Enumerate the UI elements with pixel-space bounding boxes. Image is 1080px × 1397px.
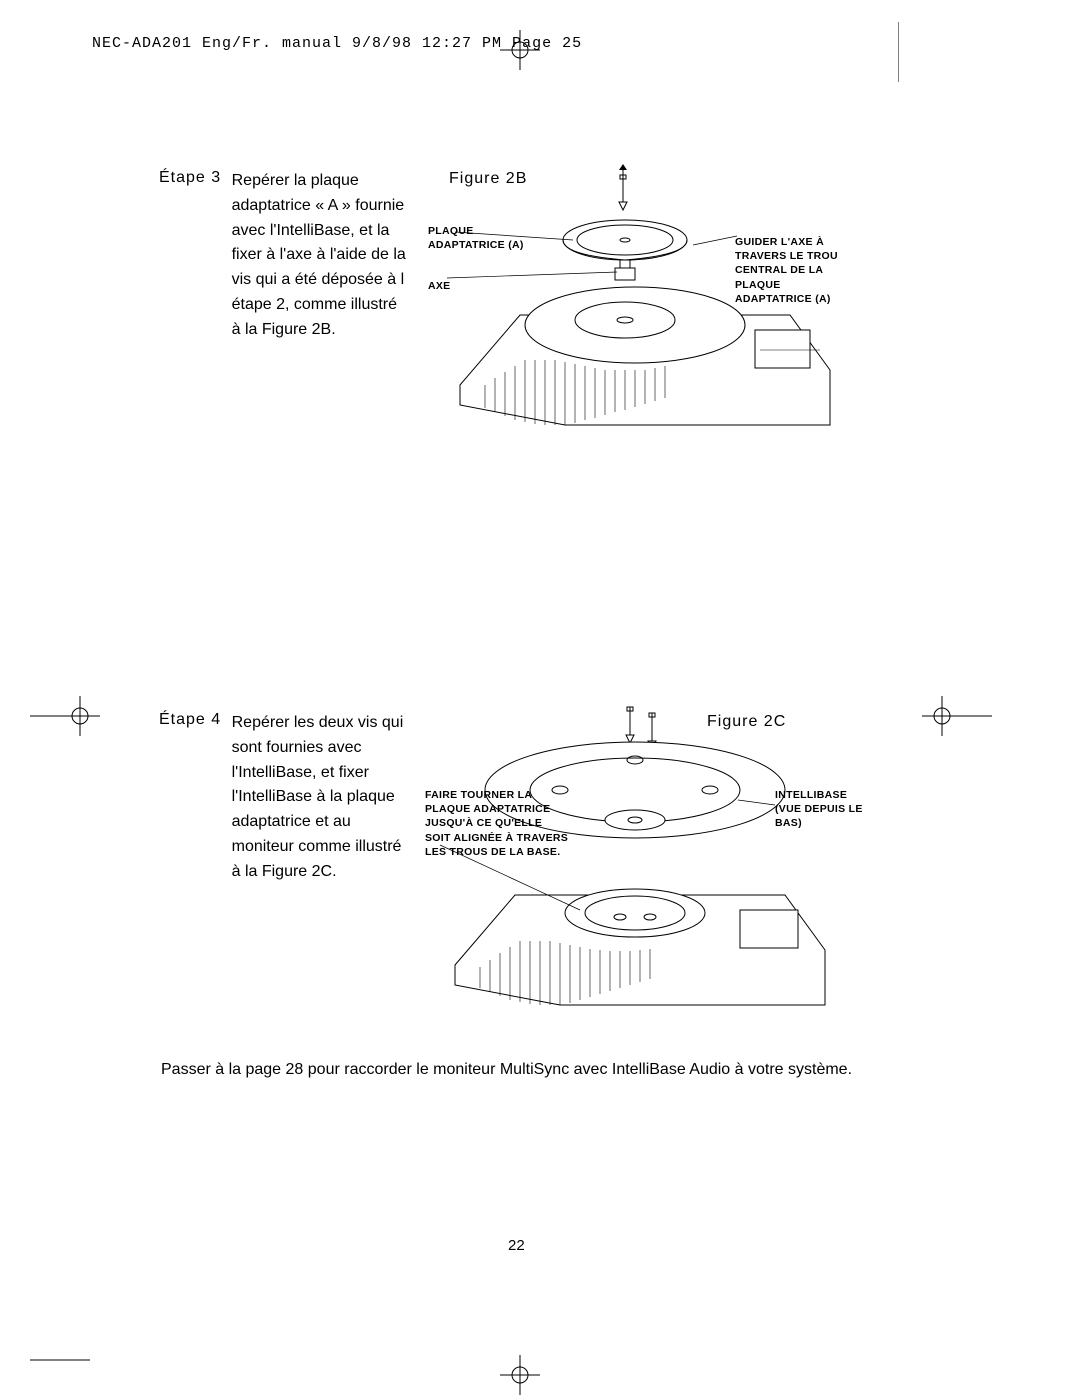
registration-mark-top — [500, 30, 540, 70]
callout-intellibase-2c: INTELLIBASE (VUE DEPUIS LE BAS) — [775, 788, 870, 831]
crop-mark-top-right — [898, 22, 928, 82]
figure-2c — [420, 695, 850, 1055]
step-4-label: Étape 4 — [159, 711, 221, 728]
figure-2b — [425, 160, 855, 510]
callout-plaque-2b: PLAQUE ADAPTATRICE (A) — [428, 224, 538, 252]
callout-axe-2b: AXE — [428, 279, 451, 293]
continue-text: Passer à la page 28 pour raccorder le mo… — [161, 1058, 861, 1083]
callout-guide-2b: GUIDER L'AXE À TRAVERS LE TROU CENTRAL D… — [735, 235, 855, 306]
crop-mark-bottom-left — [30, 1332, 90, 1362]
step-3-body: Repérer la plaque adaptatrice « A » four… — [232, 169, 407, 343]
step-4: Étape 4 Repérer les deux vis qui sont fo… — [159, 711, 429, 885]
step-3-label: Étape 3 — [159, 169, 221, 186]
step-3: Étape 3 Repérer la plaque adaptatrice « … — [159, 169, 419, 343]
step-4-body: Repérer les deux vis qui sont fournies a… — [232, 711, 412, 885]
registration-mark-right — [922, 696, 992, 736]
registration-mark-bottom — [500, 1355, 540, 1395]
callout-rotate-2c: FAIRE TOURNER LA PLAQUE ADAPTATRICE JUSQ… — [425, 788, 570, 859]
page-number: 22 — [508, 1237, 525, 1254]
registration-mark-left — [30, 696, 100, 736]
